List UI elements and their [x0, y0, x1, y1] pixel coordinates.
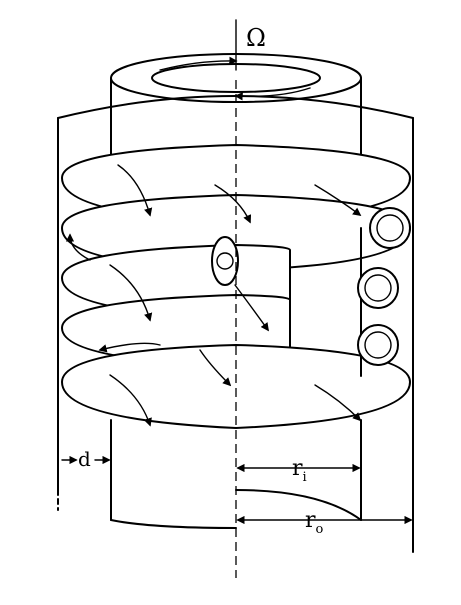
outer-radius-label: ro — [305, 508, 324, 537]
omega-label: Ω — [246, 24, 266, 52]
dimension-arrows — [61, 455, 413, 525]
rotation-arrows — [159, 56, 311, 101]
roll-cross-sections — [211, 207, 411, 366]
inner-radius-label: ri — [292, 456, 307, 485]
gap-label: d — [78, 447, 91, 471]
helical-flow-lines — [65, 164, 362, 427]
